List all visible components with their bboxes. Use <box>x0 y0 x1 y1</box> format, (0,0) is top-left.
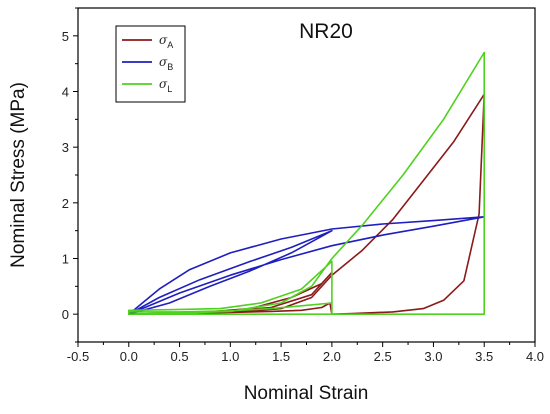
y-tick-label: 1 <box>62 252 69 267</box>
y-tick-label: 0 <box>62 307 69 322</box>
series-layer <box>128 51 486 316</box>
x-tick-label: 4.0 <box>526 349 544 364</box>
x-tick-label: 3.5 <box>475 349 493 364</box>
x-tick-label: 1.0 <box>221 349 239 364</box>
y-axis-title: Nominal Stress (MPa) <box>8 82 29 268</box>
x-tick-label: 0.5 <box>171 349 189 364</box>
y-tick-label: 5 <box>62 29 69 44</box>
y-tick-label: 4 <box>62 85 69 100</box>
chart-title: NR20 <box>299 20 353 43</box>
y-tick-label: 3 <box>62 140 69 155</box>
x-tick-label: 2.5 <box>374 349 392 364</box>
series-line-b <box>128 216 486 316</box>
series-line-l <box>128 51 486 316</box>
axis-ticks: -0.5 0.0 0.5 1.0 1.5 2.0 2.5 3.0 3.5 4.0 0 1 2 3 4 5 <box>62 7 544 364</box>
series-line-a <box>128 93 486 316</box>
y-tick-label: 2 <box>62 196 69 211</box>
legend-box <box>115 25 186 103</box>
x-tick-label: 1.5 <box>272 349 290 364</box>
x-axis-title: Nominal Strain <box>244 383 369 404</box>
x-tick-label: 2.0 <box>323 349 341 364</box>
x-tick-label: -0.5 <box>67 349 89 364</box>
x-tick-label: 0.0 <box>120 349 138 364</box>
x-tick-label: 3.0 <box>424 349 442 364</box>
